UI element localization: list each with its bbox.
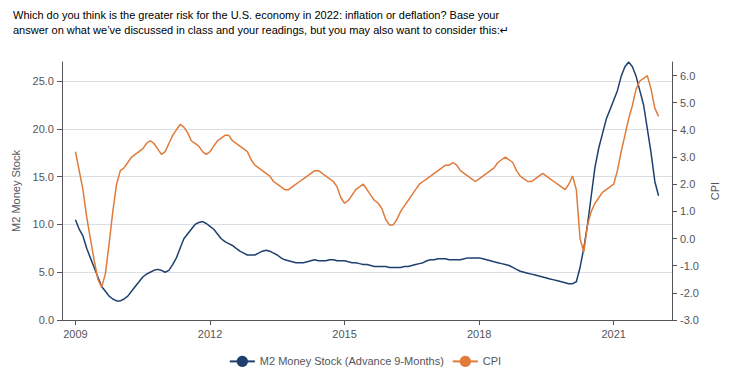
svg-text:CPI: CPI <box>709 182 721 200</box>
svg-text:1.0: 1.0 <box>680 205 695 217</box>
svg-text:2012: 2012 <box>198 328 222 340</box>
svg-text:-3.0: -3.0 <box>680 314 699 326</box>
svg-text:5.0: 5.0 <box>680 97 695 109</box>
svg-text:2018: 2018 <box>467 328 491 340</box>
svg-text:5.0: 5.0 <box>39 266 54 278</box>
svg-text:15.0: 15.0 <box>33 171 54 183</box>
svg-text:2021: 2021 <box>601 328 625 340</box>
svg-text:3.0: 3.0 <box>680 151 695 163</box>
svg-text:6.0: 6.0 <box>680 70 695 82</box>
svg-text:CPI: CPI <box>483 355 501 367</box>
svg-text:-1.0: -1.0 <box>680 260 699 272</box>
svg-text:Which do you think is the grea: Which do you think is the greater risk f… <box>13 9 499 21</box>
svg-text:25.0: 25.0 <box>33 75 54 87</box>
svg-text:0.0: 0.0 <box>680 233 695 245</box>
svg-text:2009: 2009 <box>63 328 87 340</box>
svg-text:0.0: 0.0 <box>39 314 54 326</box>
svg-text:10.0: 10.0 <box>33 218 54 230</box>
svg-text:M2 Money Stock: M2 Money Stock <box>10 150 22 232</box>
svg-text:M2 Money Stock (Advance 9-Mont: M2 Money Stock (Advance 9-Months) <box>260 355 444 367</box>
svg-text:2015: 2015 <box>332 328 356 340</box>
svg-text:answer on what we’ve discussed: answer on what we’ve discussed in class … <box>13 24 509 36</box>
svg-text:-2.0: -2.0 <box>680 287 699 299</box>
svg-text:2.0: 2.0 <box>680 178 695 190</box>
svg-text:20.0: 20.0 <box>33 123 54 135</box>
svg-text:4.0: 4.0 <box>680 124 695 136</box>
